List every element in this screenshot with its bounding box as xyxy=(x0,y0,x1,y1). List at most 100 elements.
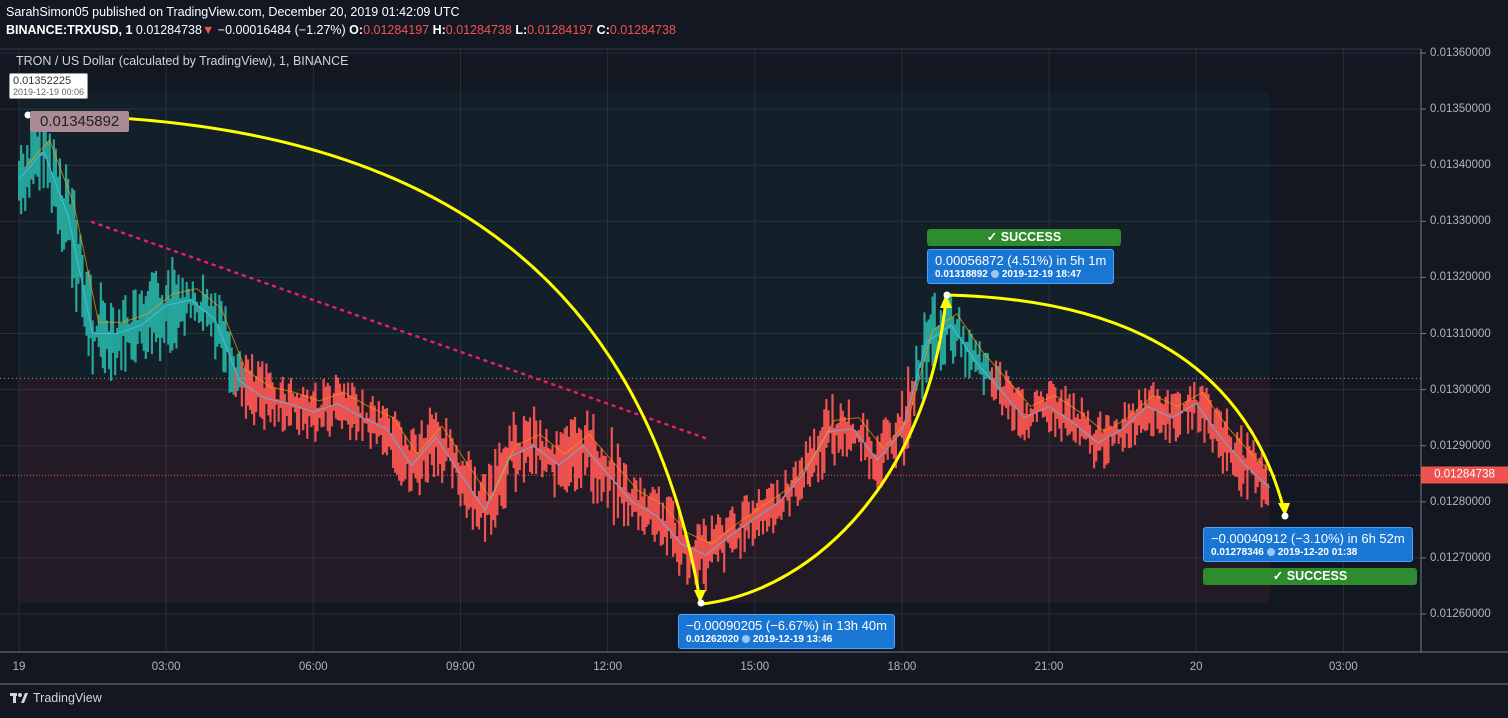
price-bar xyxy=(772,483,775,534)
price-bar xyxy=(567,436,570,487)
price-bar xyxy=(404,435,407,480)
symbol[interactable]: BINANCE:TRXUSD, 1 xyxy=(6,23,133,37)
price-bar xyxy=(216,324,219,347)
price-bar xyxy=(114,333,117,376)
price-bar xyxy=(1117,429,1120,444)
price-bar xyxy=(244,354,248,419)
price-bar xyxy=(1164,396,1167,440)
price-bar xyxy=(676,536,679,563)
price-bar xyxy=(1007,375,1010,420)
price-bar xyxy=(947,294,951,329)
price-bar xyxy=(884,417,887,455)
high-point[interactable] xyxy=(943,291,951,299)
price-bar xyxy=(234,367,237,397)
price-bar xyxy=(367,418,370,433)
price-bar xyxy=(1068,393,1071,435)
price-bar xyxy=(512,411,515,469)
price-bar xyxy=(138,294,141,332)
price-bar xyxy=(669,497,673,539)
price-bar xyxy=(504,446,507,509)
price-bar xyxy=(283,393,286,431)
price-bar xyxy=(306,389,309,439)
measure-label-2[interactable]: 0.00056872 (4.51%) in 5h 1m 0.01318892 20… xyxy=(927,249,1115,284)
price-bar xyxy=(195,301,199,313)
price-bar xyxy=(524,420,528,463)
price-bar xyxy=(1242,455,1245,484)
price-bar xyxy=(230,347,233,392)
end-point[interactable] xyxy=(1281,512,1289,520)
price-bar xyxy=(1011,385,1014,432)
measure-label-3[interactable]: −0.00040912 (−3.10%) in 6h 52m 0.0127834… xyxy=(1203,527,1413,562)
price-bar xyxy=(976,354,979,371)
price-bar xyxy=(118,309,121,352)
price-bar xyxy=(441,438,444,483)
price-bar xyxy=(381,405,384,455)
clock-icon xyxy=(1266,548,1275,556)
price-bar xyxy=(128,323,131,344)
price-bar xyxy=(300,395,303,410)
price-bar xyxy=(1101,432,1104,447)
price-bar xyxy=(821,427,824,480)
price-bar xyxy=(978,341,981,374)
price-bar xyxy=(179,298,182,322)
price-bar xyxy=(569,419,573,483)
price-bar xyxy=(694,540,697,585)
price-label-box[interactable]: 0.01345892 xyxy=(30,111,130,132)
moving-average-line-2 xyxy=(24,138,1277,545)
price-bar xyxy=(424,437,427,482)
low-point[interactable] xyxy=(697,599,705,607)
price-bar xyxy=(328,385,331,437)
price-bar xyxy=(1187,394,1190,434)
brand-name[interactable]: TradingView xyxy=(33,691,102,705)
price-bar xyxy=(999,361,1002,405)
measure-date: 2019-12-19 13:46 xyxy=(752,634,833,645)
measure-date: 2019-12-19 18:47 xyxy=(1001,269,1082,280)
price-bar xyxy=(890,439,893,454)
price-bar xyxy=(228,331,231,393)
price-bar xyxy=(330,405,333,427)
price-bar xyxy=(866,419,869,457)
price-bar xyxy=(222,321,225,373)
price-bar xyxy=(1027,414,1030,439)
price-bar xyxy=(60,195,64,252)
price-bar xyxy=(320,404,323,428)
price-bar xyxy=(101,300,104,369)
price-bar xyxy=(1133,412,1137,446)
price-bar xyxy=(982,353,985,396)
price-bar xyxy=(868,436,871,480)
price-bar xyxy=(994,360,998,399)
footer: TradingView xyxy=(10,691,102,705)
price-bar xyxy=(627,492,630,526)
price-bar xyxy=(657,486,660,532)
measure-label-1[interactable]: −0.00090205 (−6.67%) in 13h 40m 0.012620… xyxy=(678,614,895,649)
price-bar xyxy=(1001,387,1004,416)
price-bar xyxy=(516,442,519,475)
price-bar xyxy=(1213,410,1216,439)
x-tick-label: 03:00 xyxy=(151,661,181,673)
price-bar xyxy=(340,391,344,429)
price-bar xyxy=(508,425,511,460)
price-bar xyxy=(575,433,579,490)
price-bar xyxy=(739,523,742,559)
price-bar xyxy=(954,324,957,357)
price-bar xyxy=(199,301,203,322)
start-point[interactable] xyxy=(24,111,32,119)
price-bar xyxy=(886,419,889,460)
price-bar xyxy=(984,352,987,380)
price-bar xyxy=(46,141,49,189)
price-bar xyxy=(28,158,31,198)
price-bar xyxy=(105,320,109,350)
price-bar xyxy=(776,480,779,519)
arc-arrow-down-2 xyxy=(946,293,1286,511)
price-bar xyxy=(475,496,478,527)
price-bar xyxy=(385,408,389,456)
price-bar xyxy=(377,401,380,437)
price-bar xyxy=(414,434,417,479)
price-bar xyxy=(361,389,364,442)
price-bar xyxy=(40,152,43,157)
price-bar xyxy=(759,500,763,521)
price-bar xyxy=(32,130,35,184)
price-bar xyxy=(1035,390,1038,422)
price-bar xyxy=(1142,407,1145,430)
